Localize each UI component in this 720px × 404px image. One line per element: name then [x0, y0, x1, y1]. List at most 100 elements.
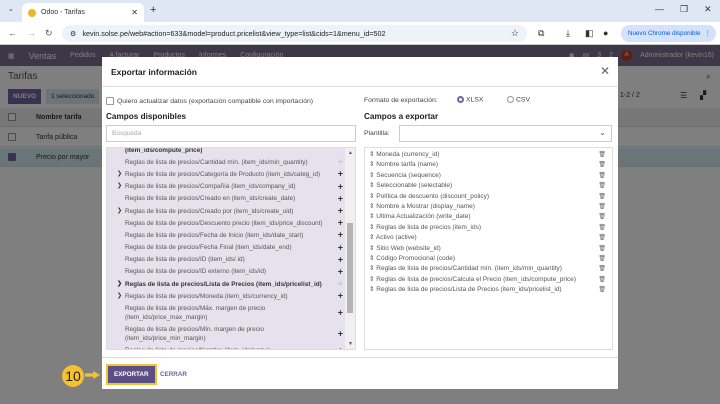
compat-checkbox[interactable] [106, 97, 114, 105]
format-xlsx-radio[interactable]: XLSX [457, 96, 483, 103]
available-field[interactable]: Reglas de lista de precios/Fecha de Inic… [107, 229, 345, 241]
add-field-icon[interactable]: + [337, 181, 343, 192]
scroll-down-icon[interactable]: ▼ [348, 341, 353, 347]
trash-icon[interactable]: 🗑 [598, 203, 606, 210]
trash-icon[interactable]: 🗑 [598, 162, 606, 169]
expand-icon[interactable]: ❯ [117, 280, 123, 287]
back-icon[interactable]: ← [8, 28, 17, 38]
close-icon[interactable]: ✕ [599, 64, 610, 78]
search-input[interactable]: Búsqueda [106, 125, 356, 142]
add-field-icon[interactable]: + [337, 242, 343, 253]
format-csv-radio[interactable]: CSV [507, 96, 530, 103]
drag-handle-icon[interactable]: ⇕ [369, 213, 375, 221]
add-field-icon[interactable]: + [337, 229, 343, 240]
close-tab-icon[interactable]: ✕ [131, 8, 138, 17]
export-field[interactable]: ⇕ Reglas de lista de precios/Lista de Pr… [365, 285, 612, 295]
minimize-icon[interactable]: — [655, 4, 664, 14]
trash-icon[interactable]: 🗑 [598, 224, 606, 231]
export-field[interactable]: ⇕ Sitio Web (website_id) 🗑 [365, 244, 612, 254]
trash-icon[interactable]: 🗑 [598, 235, 606, 242]
available-field[interactable]: Reglas de lista de precios/Máx. margen d… [107, 302, 345, 323]
scrollbar[interactable]: ▲ ▼ [345, 148, 355, 349]
add-field-icon[interactable]: + [337, 278, 343, 289]
extensions-icon[interactable]: ⧉ [538, 28, 545, 38]
trash-icon[interactable]: 🗑 [598, 276, 606, 283]
trash-icon[interactable]: 🗑 [598, 255, 606, 262]
drag-handle-icon[interactable]: ⇕ [369, 265, 375, 273]
chrome-update-button[interactable]: Nuevo Chrome disponible ⋮ [621, 25, 716, 42]
browser-tab[interactable]: Odoo - Tarifas ✕ [22, 3, 144, 22]
export-field[interactable]: ⇕ Nombre tarifa (name) 🗑 [365, 160, 612, 170]
close-button[interactable]: CERRAR [160, 371, 187, 378]
add-field-icon[interactable]: + [337, 254, 343, 265]
available-field[interactable]: Reglas de lista de precios/ID (item_ids/… [107, 254, 345, 266]
profile-icon[interactable]: ● [603, 28, 609, 38]
add-field-icon[interactable]: + [337, 328, 343, 339]
trash-icon[interactable]: 🗑 [598, 287, 606, 294]
add-field-icon[interactable]: + [337, 168, 343, 179]
new-tab-button[interactable]: + [150, 4, 157, 16]
expand-icon[interactable]: ❯ [117, 183, 123, 190]
available-field[interactable]: ❯ Reglas de lista de precios/Lista de Pre… [107, 278, 345, 290]
add-field-icon[interactable]: + [338, 346, 343, 349]
drag-handle-icon[interactable]: ⇕ [369, 151, 375, 158]
expand-icon[interactable]: ❯ [117, 170, 123, 177]
download-icon[interactable]: ⤓ [566, 28, 570, 38]
available-field[interactable]: Reglas de lista de precios/Cantidad mín.… [107, 156, 345, 168]
drag-handle-icon[interactable]: ⇕ [369, 161, 375, 169]
trash-icon[interactable]: 🗑 [598, 172, 606, 179]
available-field[interactable]: Reglas de lista de precios/ID externo (i… [107, 266, 345, 278]
available-field[interactable]: ❯ Reglas de lista de precios/Categoría de… [107, 168, 345, 180]
expand-icon[interactable]: ❯ [117, 292, 123, 299]
export-field[interactable]: ⇕ Nombre a Mostrar (display_name) 🗑 [365, 202, 612, 212]
drag-handle-icon[interactable]: ⇕ [369, 286, 375, 294]
trash-icon[interactable]: 🗑 [598, 193, 606, 200]
trash-icon[interactable]: 🗑 [598, 152, 606, 158]
drag-handle-icon[interactable]: ⇕ [369, 223, 375, 231]
site-info-icon[interactable]: ⚙ [70, 29, 77, 38]
tab-search-icon[interactable]: ⌄ [8, 6, 14, 13]
export-field[interactable]: ⇕ Reglas de lista de precios/Calcula el … [365, 275, 612, 285]
export-field[interactable]: ⇕ Código Promocional (code) 🗑 [365, 254, 612, 264]
available-field[interactable]: Reglas de lista de precios/Fecha Final (… [107, 242, 345, 254]
export-button[interactable]: EXPORTAR [106, 364, 157, 385]
drag-handle-icon[interactable]: ⇕ [369, 202, 375, 210]
available-field[interactable]: Reglas de lista de precios/Nombre (item_… [107, 345, 345, 349]
available-field[interactable]: Reglas de lista de precios/Mín. margen d… [107, 324, 345, 345]
add-field-icon[interactable]: + [337, 290, 343, 301]
drag-handle-icon[interactable]: ⇕ [369, 275, 375, 283]
available-field[interactable]: ❯ Reglas de lista de precios/Compañía (it… [107, 181, 345, 193]
export-field[interactable]: ⇕ Activo (active) 🗑 [365, 233, 612, 243]
scroll-up-icon[interactable]: ▲ [348, 150, 353, 156]
trash-icon[interactable]: 🗑 [598, 214, 606, 221]
add-field-icon[interactable]: + [337, 217, 343, 228]
trash-icon[interactable]: 🗑 [598, 266, 606, 273]
export-field[interactable]: ⇕ Moneda (currency_id) 🗑 [365, 150, 612, 160]
available-field[interactable]: Reglas de lista de precios/Creado en (it… [107, 193, 345, 205]
add-field-icon[interactable]: + [337, 205, 343, 216]
available-field[interactable]: Reglas de lista de precios/Descuento pre… [107, 217, 345, 229]
add-field-icon[interactable]: + [337, 307, 343, 318]
scrollbar-thumb[interactable] [347, 223, 353, 313]
drag-handle-icon[interactable]: ⇕ [369, 171, 375, 179]
drag-handle-icon[interactable]: ⇕ [369, 254, 375, 262]
url-bar[interactable]: ⚙ kevin.solse.pe/web#action=633&model=pro… [62, 25, 527, 42]
add-field-icon[interactable]: + [337, 156, 343, 167]
export-field[interactable]: ⇕ Ultima Actualización (write_date) 🗑 [365, 212, 612, 222]
drag-handle-icon[interactable]: ⇕ [369, 192, 375, 200]
restore-icon[interactable]: ❐ [680, 4, 689, 14]
export-field[interactable]: ⇕ Reglas de lista de precios/Cantidad mí… [365, 264, 612, 274]
export-field[interactable]: ⇕ Reglas de lista de precios (item_ids) 🗑 [365, 223, 612, 233]
available-field[interactable]: ❯ Reglas de lista de precios/Moneda (item… [107, 290, 345, 302]
drag-handle-icon[interactable]: ⇕ [369, 234, 375, 242]
available-field[interactable]: ❯ Reglas de lista de precios/Creado por (… [107, 205, 345, 217]
bookmark-star-icon[interactable]: ☆ [510, 28, 519, 38]
add-field-icon[interactable]: + [337, 266, 343, 277]
trash-icon[interactable]: 🗑 [598, 183, 606, 190]
trash-icon[interactable]: 🗑 [598, 245, 606, 252]
add-field-icon[interactable]: + [337, 193, 343, 204]
template-select[interactable]: ⌄ [399, 125, 612, 142]
reload-icon[interactable]: ↻ [45, 28, 53, 38]
side-panel-icon[interactable]: ◧ [585, 28, 594, 38]
forward-icon[interactable]: → [27, 28, 36, 38]
